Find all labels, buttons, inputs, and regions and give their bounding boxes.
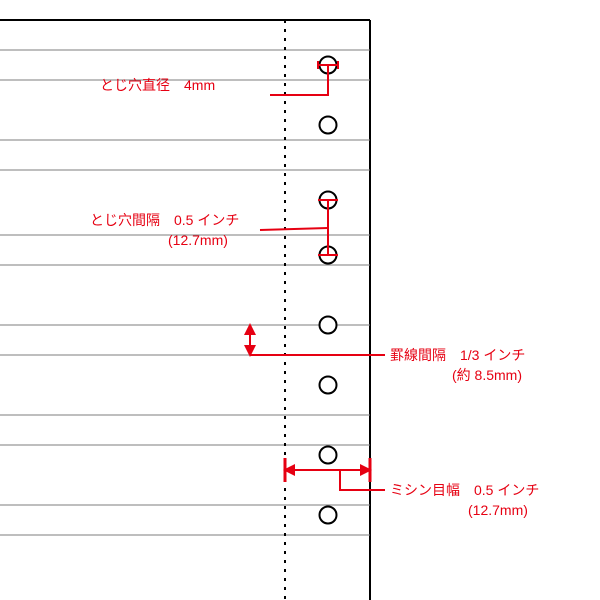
- label-hole-pitch-2: (12.7mm): [168, 232, 228, 248]
- label-rule-pitch-1: 罫線間隔 1/3 インチ: [390, 347, 525, 363]
- leader-hole-pitch: [260, 228, 328, 230]
- label-hole-diameter: とじ穴直径 4mm: [100, 77, 215, 93]
- label-rule-pitch-2: (約 8.5mm): [452, 367, 522, 383]
- label-perf-width-2: (12.7mm): [468, 502, 528, 518]
- sprocket-hole: [320, 377, 337, 394]
- label-perf-width-1: ミシン目幅 0.5 インチ: [390, 482, 539, 498]
- sprocket-hole: [320, 447, 337, 464]
- sprocket-hole: [320, 117, 337, 134]
- sprocket-hole: [320, 317, 337, 334]
- sprocket-hole: [320, 507, 337, 524]
- label-hole-pitch-1: とじ穴間隔 0.5 インチ: [90, 212, 239, 228]
- leader-perf-width: [340, 470, 385, 490]
